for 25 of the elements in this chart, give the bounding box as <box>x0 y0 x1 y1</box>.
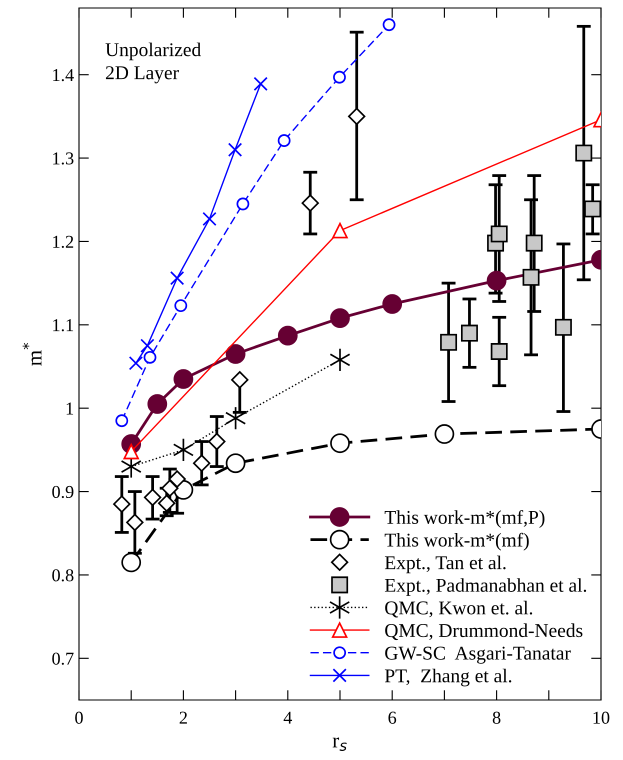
x-tick-label: 4 <box>284 712 292 724</box>
x-tick-label: 6 <box>388 712 396 724</box>
legend-label: This work-m*(mf,P) <box>384 510 544 528</box>
x-tick-label: 2 <box>180 712 187 724</box>
legend-label: Expt., Tan et al. <box>384 556 506 574</box>
legend-label: QMC, Kwon et. al. <box>385 600 532 618</box>
x-tick-label: 8 <box>492 712 500 724</box>
y-tick-label: 1.1 <box>53 319 74 332</box>
legend-label: QMC, Drummond-Needs <box>385 623 582 640</box>
x-tick-label: 10 <box>594 712 610 724</box>
x-axis-title: r$_{s}$ <box>332 737 347 751</box>
y-axis-title: m$^{*}$ <box>22 342 42 366</box>
y-tick-label: 1.3 <box>53 152 74 165</box>
annotation: Unpolarized 2D Layer <box>106 42 201 84</box>
y-tick-label: 0.9 <box>52 486 74 498</box>
y-tick-label: 1.2 <box>53 236 74 248</box>
legend-label: This work-m*(mf) <box>384 532 529 551</box>
y-tick-label: 1 <box>66 402 74 414</box>
legend-label: Expt., Padmanabhan et al. <box>384 578 586 596</box>
y-tick-label: 1.4 <box>53 69 74 82</box>
y-tick-label: 0.8 <box>52 569 74 582</box>
legend-label: PT, Zhang et al. <box>384 668 512 686</box>
legend-label: GW-SC Asgari-Tanatar <box>385 646 571 664</box>
y-tick-label: 0.7 <box>52 652 74 665</box>
x-tick-label: 0 <box>75 712 83 724</box>
